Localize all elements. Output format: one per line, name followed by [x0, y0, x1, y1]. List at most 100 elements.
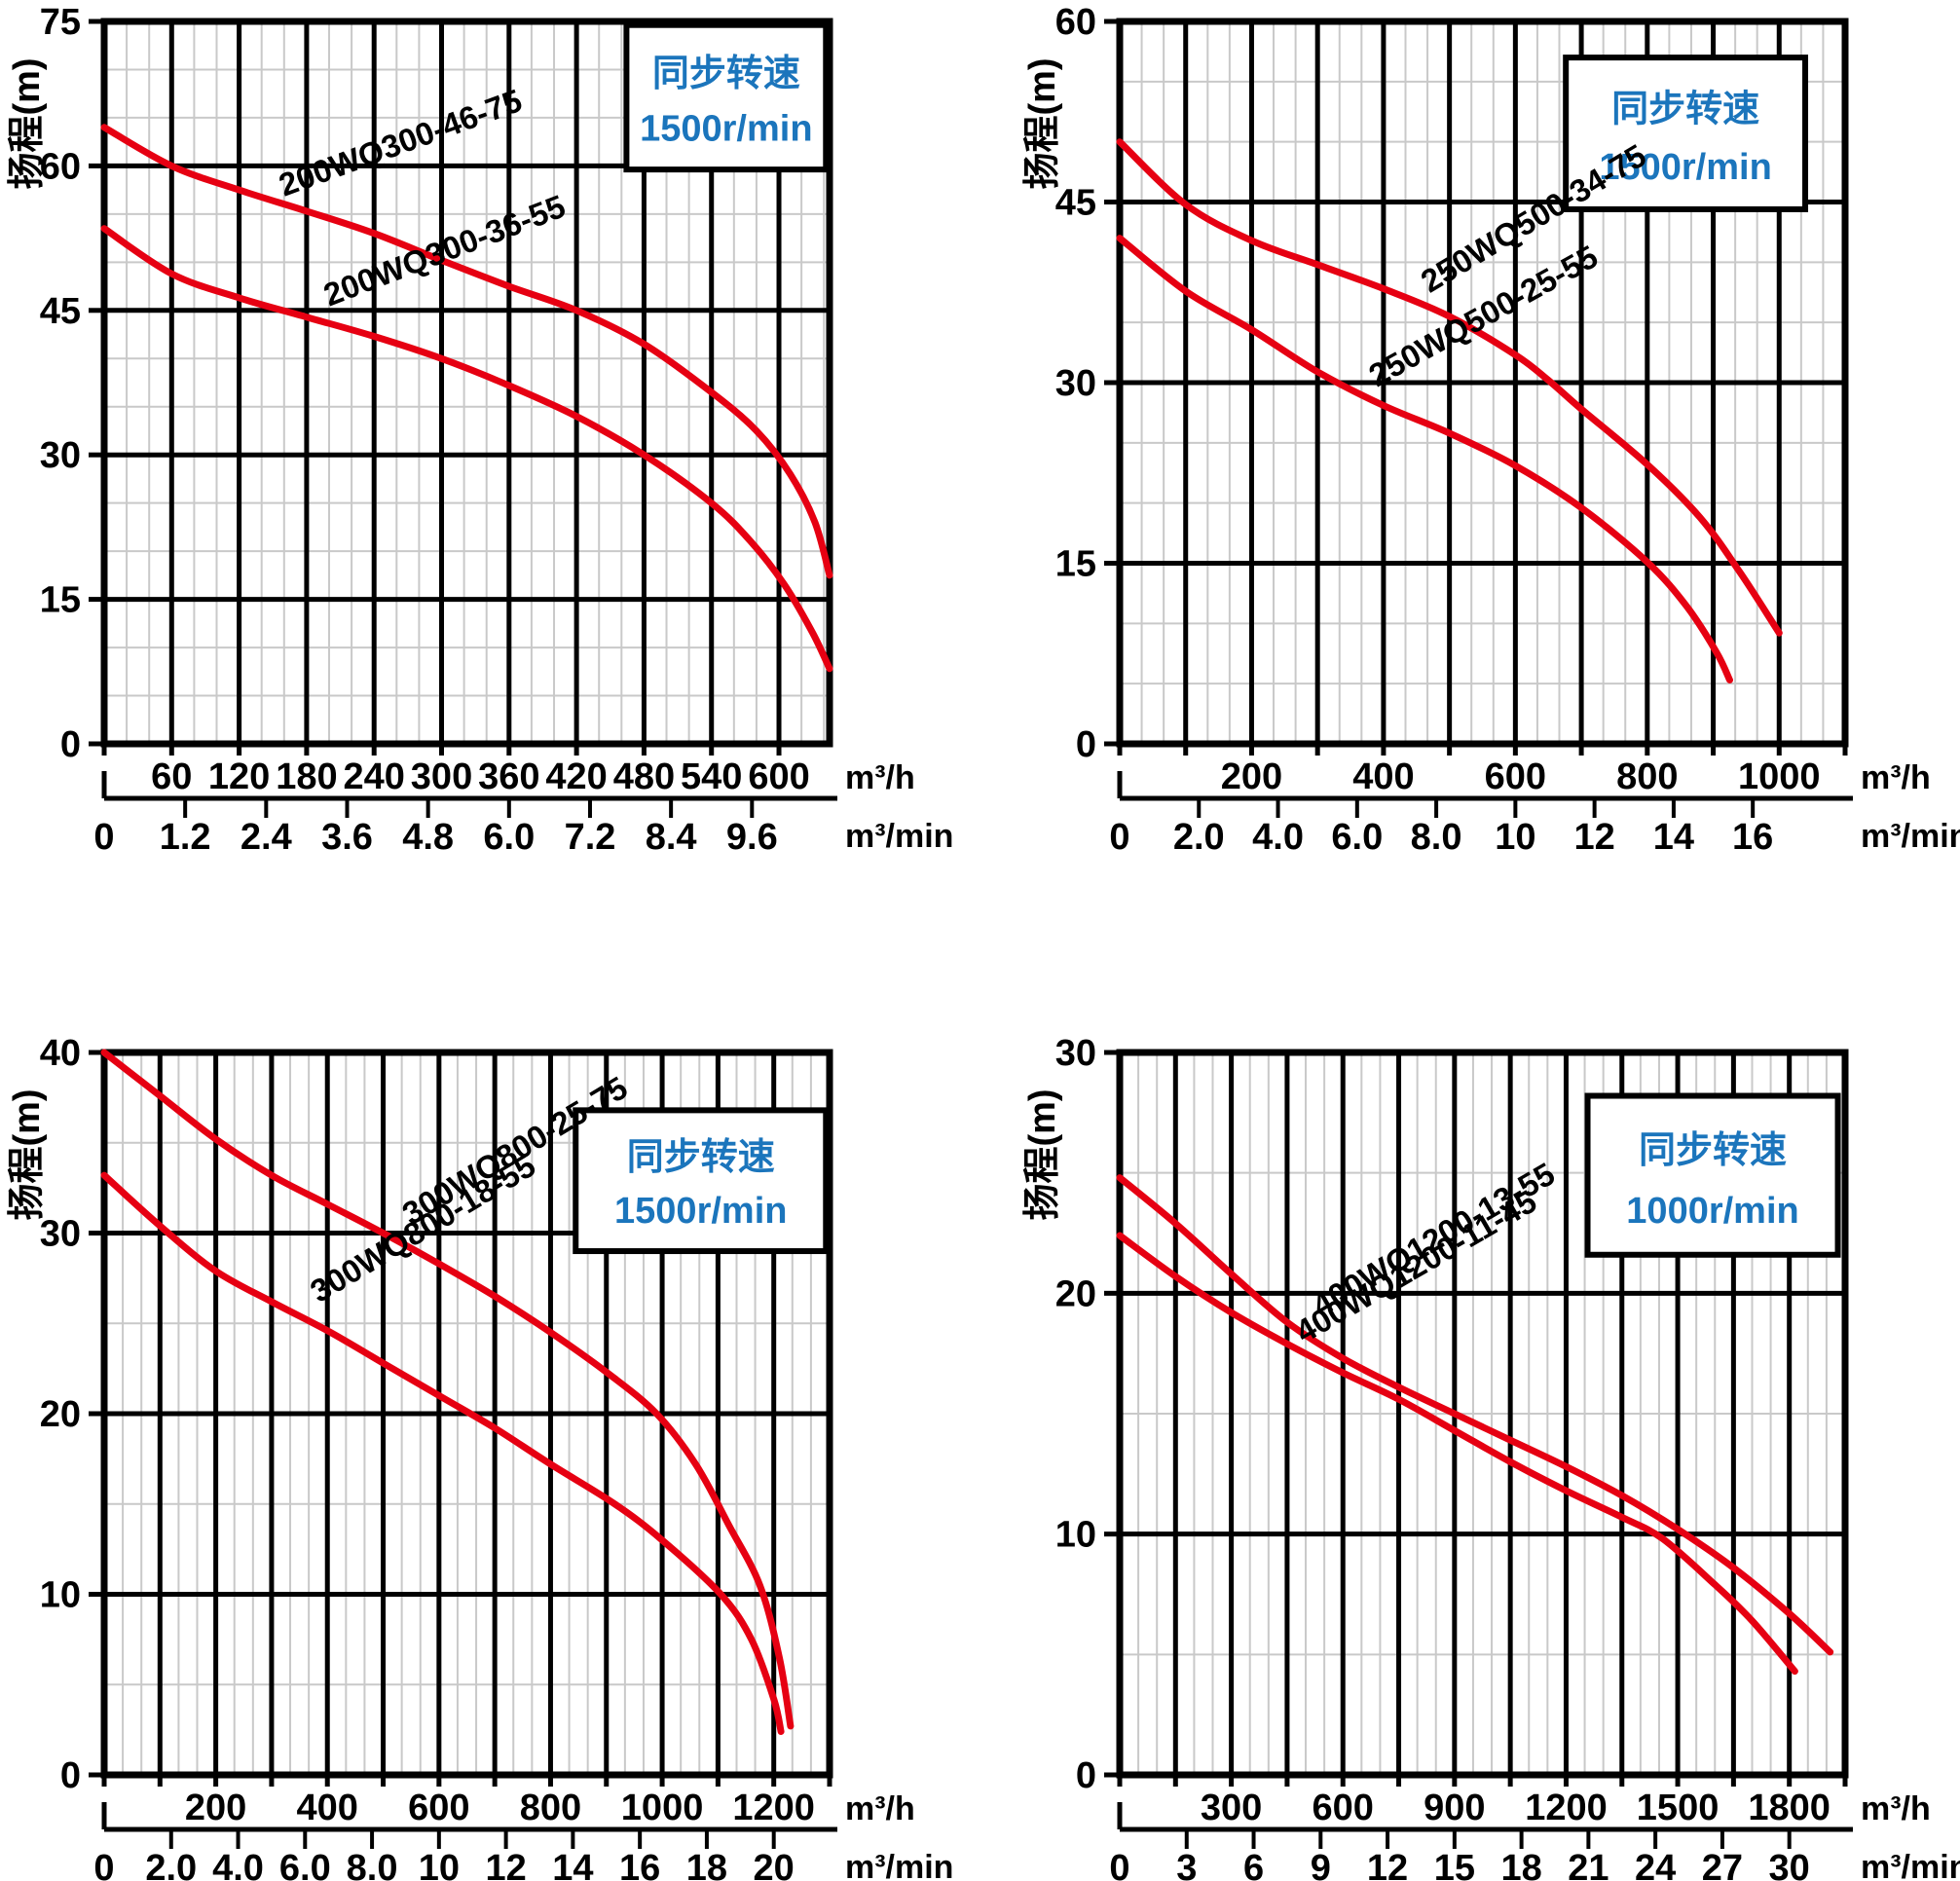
x-tick-label: 1200	[1525, 1788, 1608, 1828]
x-tick-label: 480	[613, 756, 675, 797]
secondary-axis: 0 2.0 4.0 6.0 8.0 10 12 14 16	[1109, 771, 1853, 858]
x-tick-label: 200	[1221, 756, 1282, 797]
plot-border	[1116, 1049, 1849, 1779]
y-tick-label: 60	[40, 146, 81, 187]
y-tick-label: 45	[40, 291, 81, 332]
secondary-axis: 0 3 6 9 12 15 18 21 24 27 30	[1109, 1802, 1853, 1881]
secondary-tick-label: 9	[1311, 1848, 1331, 1881]
x-tick-label: 240	[344, 756, 405, 797]
secondary-tick-label: 10	[1495, 817, 1535, 858]
major-grid	[89, 18, 830, 756]
x-tick-label: 600	[1313, 1788, 1374, 1828]
secondary-tick-label: 2.0	[1173, 817, 1225, 858]
x-axis-unit-primary: m³/h	[845, 759, 915, 796]
y-axis-title: 扬程(m)	[7, 1088, 48, 1220]
y-tick-label: 20	[40, 1394, 81, 1435]
plot-border	[100, 18, 833, 748]
curve-200WQ300-36-55	[100, 225, 833, 673]
x-tick-label: 1500	[1637, 1788, 1720, 1828]
y-tick-label: 15	[1055, 544, 1096, 585]
x-tick-label: 300	[411, 756, 472, 797]
x-axis-unit-primary: m³/h	[1861, 759, 1931, 796]
x-axis-unit-primary: m³/h	[845, 1790, 915, 1827]
secondary-tick-label: 0	[1109, 1848, 1129, 1881]
x-axis-unit-secondary: m³/min	[845, 1849, 953, 1881]
secondary-tick-label: 18	[1500, 1848, 1541, 1881]
y-tick-label: 45	[1055, 183, 1096, 224]
legend-speed-value: 1500r/min	[1599, 147, 1771, 188]
legend-speed-label: 同步转速	[652, 54, 800, 94]
x-axis-unit-primary: m³/h	[1861, 1790, 1931, 1827]
x-tick-label: 180	[276, 756, 337, 797]
x-tick-label: 420	[545, 756, 607, 797]
y-tick-label: 10	[40, 1575, 81, 1616]
x-axis-unit-secondary: m³/min	[1861, 818, 1960, 855]
secondary-tick-label: 1.2	[160, 817, 211, 858]
plot-border	[1116, 18, 1849, 748]
x-tick-label: 800	[1616, 756, 1678, 797]
secondary-tick-label: 3.6	[321, 817, 373, 858]
secondary-axis: 0 2.0 4.0 6.0 8.0 10 12 14 16 18 20	[93, 1802, 837, 1881]
y-tick-label: 75	[40, 2, 81, 43]
legend-box	[573, 1107, 830, 1255]
chart-300wq800: 同步转速1500r/min300WQ800-25-75300WQ800-18-5…	[7, 1033, 953, 1881]
secondary-tick-label: 18	[686, 1848, 727, 1881]
y-tick-label: 30	[1055, 1033, 1096, 1074]
y-tick-label: 0	[1076, 724, 1096, 765]
x-tick-label: 900	[1424, 1788, 1485, 1828]
curve-200WQ300-46-75	[100, 124, 833, 579]
legend-box	[1563, 55, 1809, 212]
curve-400WQ1200-11-45	[1116, 1232, 1798, 1676]
curve-250WQ500-34-75	[1116, 138, 1783, 637]
x-tick-label: 200	[185, 1788, 246, 1828]
minor-grid	[1120, 1052, 1845, 1775]
x-tick-label: 400	[1352, 756, 1414, 797]
secondary-tick-label: 8.0	[347, 1848, 398, 1881]
y-tick-label: 10	[1055, 1515, 1096, 1556]
x-tick-label: 1200	[732, 1788, 815, 1828]
secondary-tick-label: 6.0	[279, 1848, 331, 1881]
secondary-tick-label: 21	[1568, 1848, 1609, 1881]
y-tick-label: 40	[40, 1033, 81, 1074]
secondary-tick-label: 2.4	[240, 817, 292, 858]
secondary-tick-label: 2.0	[145, 1848, 197, 1881]
x-tick-label: 540	[681, 756, 742, 797]
legend-speed-value: 1500r/min	[614, 1191, 787, 1232]
legend-box	[1584, 1092, 1841, 1258]
secondary-tick-label: 7.2	[565, 817, 616, 858]
y-tick-label: 60	[1055, 2, 1096, 43]
chart-200wq300: 同步转速1500r/min200WQ300-46-75200WQ300-36-5…	[7, 2, 953, 858]
y-tick-label: 0	[60, 724, 81, 765]
x-tick-label: 800	[520, 1788, 581, 1828]
y-tick-label: 20	[1055, 1273, 1096, 1314]
secondary-tick-label: 8.4	[646, 817, 697, 858]
secondary-tick-label: 8.0	[1411, 817, 1462, 858]
secondary-tick-label: 15	[1434, 1848, 1475, 1881]
x-axis-unit-secondary: m³/min	[1861, 1849, 1960, 1881]
y-axis-title: 扬程(m)	[7, 57, 48, 189]
secondary-tick-label: 6.0	[483, 817, 535, 858]
secondary-tick-label: 24	[1635, 1848, 1676, 1881]
y-tick-label: 30	[40, 435, 81, 476]
secondary-tick-label: 0	[93, 1848, 114, 1881]
secondary-axis: 0 1.2 2.4 3.6 4.8 6.0 7.2 8.4 9.6	[93, 771, 837, 858]
secondary-tick-label: 6.0	[1331, 817, 1383, 858]
secondary-tick-label: 14	[552, 1848, 593, 1881]
x-tick-label: 600	[1485, 756, 1546, 797]
secondary-tick-label: 20	[754, 1848, 795, 1881]
secondary-tick-label: 3	[1176, 1848, 1197, 1881]
secondary-tick-label: 27	[1702, 1848, 1743, 1881]
curve-250WQ500-25-55	[1116, 235, 1733, 683]
y-axis-title: 扬程(m)	[1022, 57, 1063, 189]
y-tick-label: 30	[1055, 363, 1096, 404]
x-tick-label: 400	[297, 1788, 358, 1828]
legend-speed-label: 同步转速	[1639, 1130, 1787, 1171]
x-tick-label: 600	[748, 756, 809, 797]
legend-speed-label: 同步转速	[1611, 90, 1759, 130]
secondary-tick-label: 30	[1769, 1848, 1810, 1881]
secondary-tick-label: 14	[1653, 817, 1694, 858]
legend-speed-label: 同步转速	[627, 1137, 775, 1178]
secondary-tick-label: 12	[485, 1848, 526, 1881]
